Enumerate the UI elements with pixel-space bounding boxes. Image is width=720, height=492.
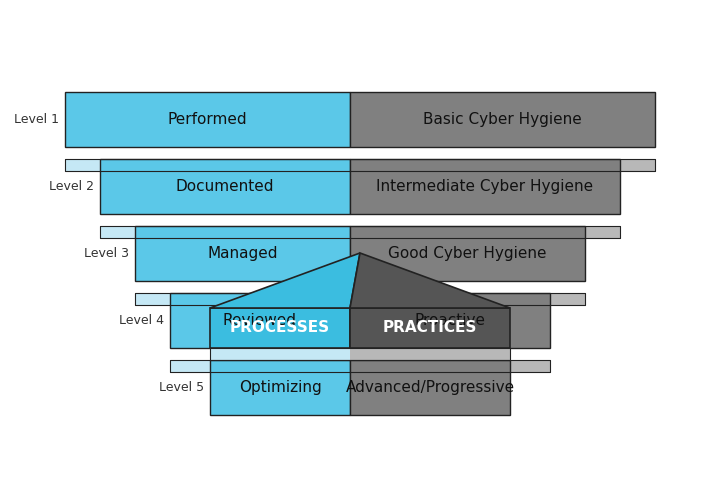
Polygon shape xyxy=(210,253,360,308)
Bar xyxy=(350,159,620,171)
Bar xyxy=(350,360,510,372)
Bar xyxy=(350,360,510,415)
Bar xyxy=(210,348,510,360)
Bar xyxy=(210,360,350,372)
Text: Reviewed: Reviewed xyxy=(223,313,297,328)
Bar xyxy=(170,293,350,305)
Bar xyxy=(100,159,350,214)
Text: Level 1: Level 1 xyxy=(14,113,59,126)
Text: Level 2: Level 2 xyxy=(49,180,94,193)
Text: Advanced/Progressive: Advanced/Progressive xyxy=(346,380,515,395)
Bar xyxy=(170,360,550,372)
Bar xyxy=(350,308,510,348)
Bar xyxy=(350,226,585,281)
Bar xyxy=(65,159,655,171)
Bar xyxy=(350,92,655,147)
Text: Level 4: Level 4 xyxy=(119,314,164,327)
Bar xyxy=(210,360,350,415)
Text: Optimizing: Optimizing xyxy=(238,380,321,395)
Text: PROCESSES: PROCESSES xyxy=(230,320,330,336)
Bar xyxy=(210,348,350,360)
Text: Managed: Managed xyxy=(207,246,278,261)
Text: Proactive: Proactive xyxy=(415,313,485,328)
Bar xyxy=(135,293,170,305)
Bar xyxy=(65,92,350,147)
Bar xyxy=(350,348,510,360)
Bar xyxy=(350,293,550,348)
Bar xyxy=(135,293,585,305)
Bar xyxy=(350,159,620,214)
Polygon shape xyxy=(350,253,510,308)
Bar xyxy=(620,159,655,171)
Bar xyxy=(65,159,100,171)
Bar xyxy=(100,226,620,238)
Text: Intermediate Cyber Hygiene: Intermediate Cyber Hygiene xyxy=(377,179,593,194)
Text: Good Cyber Hygiene: Good Cyber Hygiene xyxy=(388,246,546,261)
Bar xyxy=(510,360,550,372)
Bar xyxy=(170,293,350,348)
Bar xyxy=(550,293,585,305)
Text: Level 3: Level 3 xyxy=(84,247,129,260)
Bar xyxy=(135,226,350,238)
Bar xyxy=(350,226,585,238)
Bar xyxy=(210,308,350,348)
Bar xyxy=(135,226,350,281)
Text: Documented: Documented xyxy=(176,179,274,194)
Bar xyxy=(585,226,620,238)
Text: Basic Cyber Hygiene: Basic Cyber Hygiene xyxy=(423,112,582,127)
Text: Level 5: Level 5 xyxy=(159,381,204,394)
Text: PRACTICES: PRACTICES xyxy=(383,320,477,336)
Bar xyxy=(170,360,210,372)
Bar xyxy=(100,159,350,171)
Bar xyxy=(100,226,135,238)
Text: Performed: Performed xyxy=(168,112,247,127)
Bar xyxy=(350,293,550,305)
